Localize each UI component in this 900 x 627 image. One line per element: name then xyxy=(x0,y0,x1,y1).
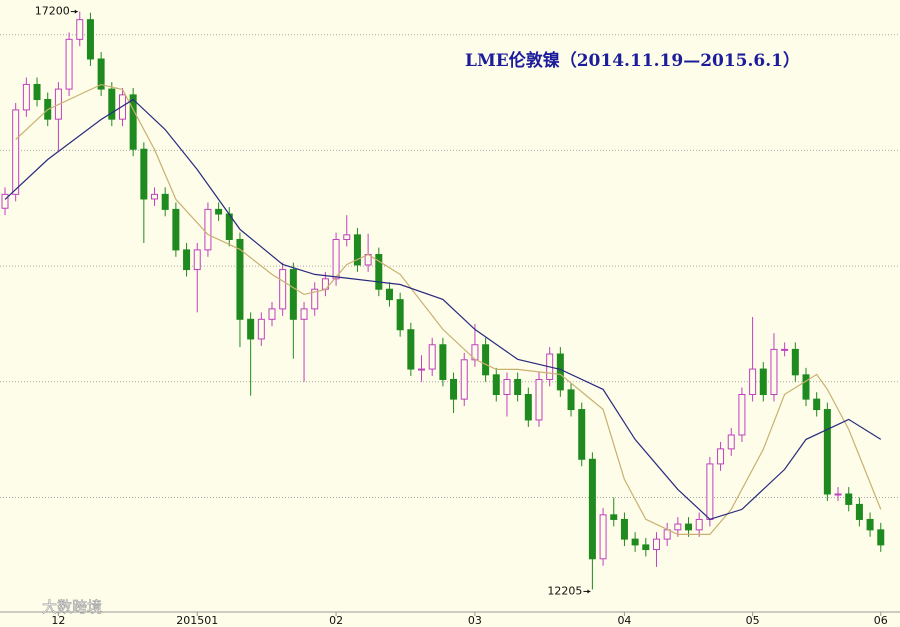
candle-body xyxy=(236,238,244,320)
candle-body xyxy=(65,38,73,90)
candle-body xyxy=(717,448,725,465)
candle-body xyxy=(727,434,735,450)
chart-title: LME伦敦镍（2014.11.19—2015.6.1） xyxy=(465,50,800,71)
candle-body xyxy=(503,378,511,396)
candle-body xyxy=(375,254,383,290)
x-tick-label: 201501 xyxy=(176,614,218,627)
candle-body xyxy=(151,193,159,200)
candle-body xyxy=(86,19,94,60)
candle-body xyxy=(866,518,874,531)
candle-body xyxy=(311,288,319,310)
candle-body xyxy=(332,238,340,280)
candle-body xyxy=(610,514,618,520)
candle-body xyxy=(97,58,105,90)
candle-body xyxy=(674,523,682,531)
candle-body xyxy=(76,19,84,40)
candle-body xyxy=(140,148,148,200)
x-tick-label: 12 xyxy=(51,614,65,627)
x-tick-label: 04 xyxy=(617,614,631,627)
candle-body xyxy=(877,529,885,546)
candle-body xyxy=(845,493,853,505)
candle-body xyxy=(663,529,671,540)
candle-body xyxy=(300,308,308,320)
candle-body xyxy=(172,208,180,251)
candle-body xyxy=(524,394,532,421)
candle-body xyxy=(781,348,789,351)
candle-body xyxy=(450,378,458,400)
price-annotation: 17200 xyxy=(35,5,70,18)
candle-body xyxy=(396,299,404,331)
candle-body xyxy=(12,109,20,195)
candle-body xyxy=(161,193,169,210)
candle-body xyxy=(706,463,714,520)
annotation-arrowhead xyxy=(587,589,591,594)
candle-body xyxy=(578,409,586,460)
candle-body xyxy=(428,344,436,370)
candle-body xyxy=(567,389,575,411)
x-tick-label: 02 xyxy=(329,614,343,627)
candle-body xyxy=(642,544,650,551)
candle-body xyxy=(652,538,660,551)
candle-body xyxy=(813,398,821,411)
x-tick-label: 03 xyxy=(468,614,482,627)
candle-body xyxy=(129,94,137,150)
candle-body xyxy=(749,368,757,396)
candle-body xyxy=(1,193,9,209)
moving-average-line xyxy=(4,98,882,520)
candle-body xyxy=(247,318,255,340)
candle-body xyxy=(33,83,41,100)
candle-body xyxy=(482,344,490,376)
candle-body xyxy=(407,329,415,370)
candle-body xyxy=(289,269,297,320)
candle-body xyxy=(343,234,351,240)
candle-body xyxy=(204,208,212,251)
candle-body xyxy=(556,353,564,391)
candle-body xyxy=(823,409,831,495)
candle-body xyxy=(183,249,191,271)
annotation-arrowhead xyxy=(74,9,78,14)
candle-body xyxy=(118,94,126,120)
candle-body xyxy=(353,234,361,266)
candle-body xyxy=(257,318,265,340)
candle-body xyxy=(215,208,223,215)
watermark: 大数跨境 xyxy=(42,598,102,616)
candle-body xyxy=(460,359,468,400)
candle-body xyxy=(492,374,500,396)
candle-body xyxy=(802,374,810,400)
candle-body xyxy=(279,269,287,310)
candle-body xyxy=(620,518,628,540)
candle-body xyxy=(514,378,522,396)
candle-body xyxy=(439,344,447,380)
x-tick-label: 06 xyxy=(874,614,888,627)
candle-body xyxy=(685,523,693,531)
candle-body xyxy=(631,538,639,546)
price-annotation: 12205 xyxy=(547,584,582,597)
candle-body xyxy=(855,503,863,520)
moving-average-line xyxy=(15,83,882,535)
candle-body xyxy=(791,348,799,376)
candle-body xyxy=(22,83,30,111)
candle-body xyxy=(599,514,607,560)
candle-body xyxy=(738,394,746,436)
candle-body xyxy=(193,249,201,271)
candle-body xyxy=(759,368,767,396)
candle-body xyxy=(695,518,703,531)
candle-body xyxy=(385,288,393,301)
candle-body xyxy=(535,378,543,421)
candle-body xyxy=(418,368,426,371)
candle-body xyxy=(268,308,276,320)
candle-body xyxy=(770,348,778,396)
candle-body xyxy=(108,88,116,120)
candle-body xyxy=(588,458,596,560)
x-tick-label: 05 xyxy=(746,614,760,627)
candle-body xyxy=(834,493,842,496)
